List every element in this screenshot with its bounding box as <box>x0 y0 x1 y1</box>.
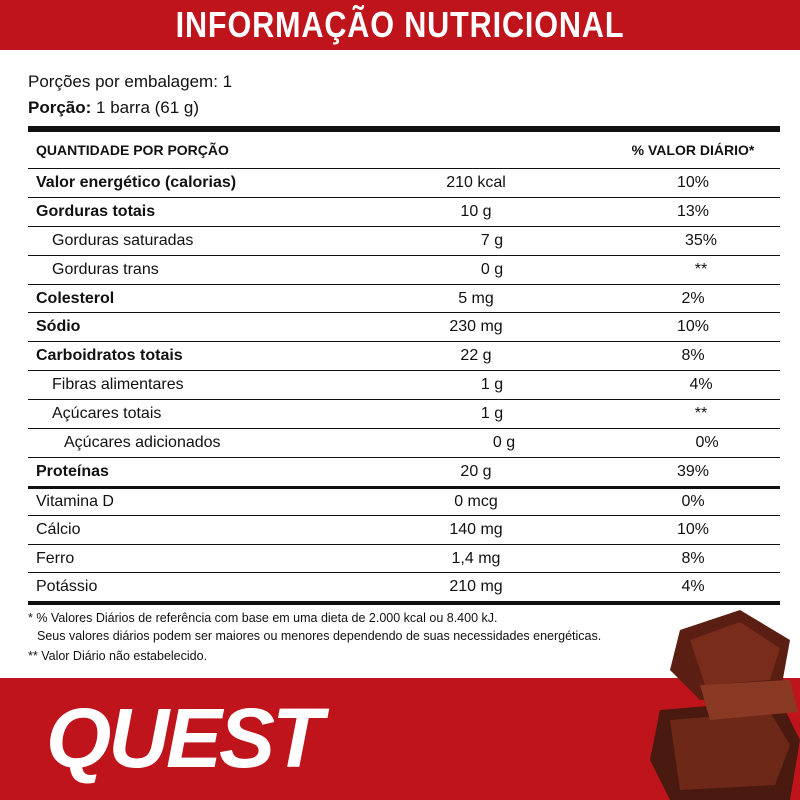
table-row: Fibras alimentares 1 g 4% <box>28 370 780 399</box>
servings: Porções por embalagem: 1 <box>28 72 233 91</box>
chocolate-image <box>650 610 800 800</box>
daily-value: ** <box>694 260 708 278</box>
amount: 22 g <box>460 347 492 365</box>
table-row: Cálcio 140 mg 10% <box>28 514 780 544</box>
amount: 0 g <box>480 260 504 278</box>
footnote: * % Valores Diários de referência com ba… <box>28 611 498 625</box>
nutrient: Açúcares totais <box>52 405 162 423</box>
portion: Porção: 1 barra (61 g) <box>28 98 199 118</box>
table-row: Ferro 1,4 mg 8% <box>28 543 780 573</box>
amount: 210 mg <box>449 578 503 596</box>
table-row: Sódio 230 mg 10% <box>28 312 780 341</box>
table-row: Vitamina D 0 mcg 0% <box>28 485 780 515</box>
nutrient: Ferro <box>36 549 75 567</box>
amount: 1 g <box>480 376 504 394</box>
daily-value: 10% <box>676 520 710 538</box>
nutrition-table: QUANTIDADE POR PORÇÃO % VALOR DIÁRIO* Val… <box>28 126 780 606</box>
amount: 0 mcg <box>454 492 498 510</box>
daily-value: 0% <box>681 492 705 510</box>
amount: 1 g <box>480 405 504 423</box>
daily-value: 13% <box>676 202 710 220</box>
nutrient: Carboidratos totais <box>36 347 183 365</box>
nutrient: Vitamina D <box>36 492 114 510</box>
amount: 230 mg <box>449 318 503 336</box>
amount: 1,4 mg <box>451 549 501 567</box>
table-row: Proteínas 20 g 39% <box>28 456 780 486</box>
footnote: ** Valor Diário não estabelecido. <box>28 649 208 663</box>
nutrient: Valor energético (calorias) <box>36 173 237 191</box>
amount: 210 kcal <box>446 173 506 191</box>
nutrient: Proteínas <box>36 462 109 480</box>
table-row: Colesterol 5 mg 2% <box>28 283 780 313</box>
daily-value: 2% <box>681 289 705 307</box>
table-row: Gorduras saturadas 7 g 35% <box>28 225 780 255</box>
daily-value: ** <box>694 405 708 423</box>
footnote: Seus valores diários podem ser maiores o… <box>37 629 602 643</box>
portion-label: Porção: <box>28 98 92 117</box>
daily-value: 10% <box>676 173 710 191</box>
title-bar: INFORMAÇÃO NUTRICIONAL <box>0 0 800 50</box>
table-row: Gorduras trans 0 g ** <box>28 254 780 284</box>
nutrient: Gorduras saturadas <box>52 231 194 249</box>
table-row: Gorduras totais 10 g 13% <box>28 196 780 226</box>
daily-value: 35% <box>684 231 718 249</box>
table-row: Valor energético (calorias) 210 kcal 10% <box>28 168 780 197</box>
nutrient: Sódio <box>36 318 81 336</box>
daily-value: 39% <box>676 462 710 480</box>
table-row: Potássio 210 mg 4% <box>28 572 780 601</box>
daily-value: 10% <box>676 318 710 336</box>
nutrient: Fibras alimentares <box>52 376 184 394</box>
nutrient: Cálcio <box>36 520 81 538</box>
daily-value: 0% <box>695 433 719 451</box>
title: INFORMAÇÃO NUTRICIONAL <box>175 4 625 45</box>
daily-value: 8% <box>681 549 705 567</box>
table-row: Açúcares totais 1 g ** <box>28 399 780 428</box>
daily-value: 8% <box>681 347 705 365</box>
table-row: Açúcares adicionados 0 g 0% <box>28 428 780 457</box>
amount: 140 mg <box>449 520 503 538</box>
table-header: QUANTIDADE POR PORÇÃO % VALOR DIÁRIO* <box>28 132 780 168</box>
amount: 0 g <box>492 433 516 451</box>
brand-logo: QUEST <box>46 691 323 785</box>
column-header: % VALOR DIÁRIO* <box>631 142 755 158</box>
table-row: Carboidratos totais 22 g 8% <box>28 341 780 370</box>
amount: 7 g <box>480 231 504 249</box>
amount: 20 g <box>460 462 492 480</box>
nutrient: Colesterol <box>36 289 115 307</box>
amount: 10 g <box>460 202 492 220</box>
daily-value: 4% <box>689 376 713 394</box>
column-header: QUANTIDADE POR PORÇÃO <box>36 142 229 158</box>
nutrient: Potássio <box>36 578 98 596</box>
amount: 5 mg <box>458 289 494 307</box>
portion-value: 1 barra (61 g) <box>96 98 200 117</box>
nutrient: Açúcares adicionados <box>64 433 221 451</box>
daily-value: 4% <box>681 578 705 596</box>
nutrient: Gorduras totais <box>36 202 156 220</box>
nutrient: Gorduras trans <box>52 260 159 278</box>
